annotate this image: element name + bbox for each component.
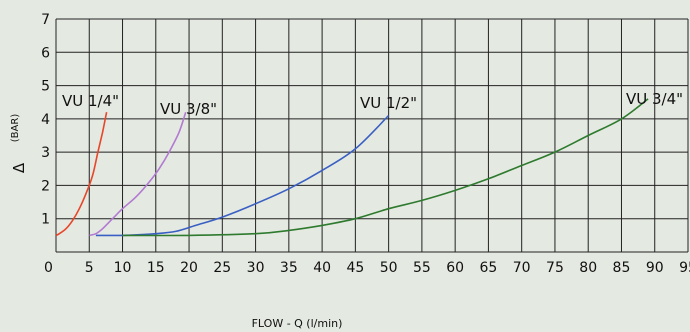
series-line — [55, 112, 108, 237]
x-tick-label: 55 — [413, 260, 431, 276]
x-tick-label: 40 — [313, 260, 331, 276]
series-label: VU 3/4" — [626, 90, 683, 108]
x-tick-label: 60 — [446, 260, 464, 276]
x-tick-label: 75 — [546, 260, 564, 276]
x-tick-label: 25 — [213, 260, 231, 276]
x-tick-label: 80 — [579, 260, 597, 276]
y-tick-label: 5 — [41, 79, 50, 95]
y-tick-label: 2 — [41, 178, 50, 194]
series-label: VU 1/2" — [360, 94, 417, 112]
y-axis-symbol: Δ — [10, 162, 28, 173]
x-axis-title: FLOW - Q (l/min) — [252, 317, 343, 330]
x-tick-label: 15 — [147, 260, 165, 276]
x-tick-label: 50 — [380, 260, 398, 276]
x-tick-label: 95 — [679, 260, 690, 276]
x-tick-label: 90 — [646, 260, 664, 276]
x-tick-label: 10 — [114, 260, 132, 276]
series-line — [95, 114, 390, 237]
tick-labels: 0510152025303540455055606570758085909512… — [41, 12, 690, 276]
series-lines — [55, 98, 649, 237]
x-tick-label: 70 — [513, 260, 531, 276]
grid — [55, 18, 689, 253]
y-tick-label: 7 — [41, 12, 50, 28]
x-tick-label: 45 — [346, 260, 364, 276]
y-tick-label: 1 — [41, 212, 50, 228]
y-axis-title: Δ (BAR) — [10, 114, 28, 173]
series-line — [89, 111, 187, 237]
series-label: VU 1/4" — [62, 92, 119, 110]
series-line — [122, 98, 649, 237]
y-tick-label: 3 — [41, 145, 50, 161]
series-label: VU 3/8" — [160, 100, 217, 118]
x-tick-label: 0 — [44, 260, 53, 276]
x-tick-label: 85 — [613, 260, 631, 276]
series-labels: VU 1/4" VU 3/8" VU 1/2" VU 3/4" — [62, 90, 683, 118]
y-tick-label: 6 — [41, 45, 50, 61]
x-tick-label: 35 — [280, 260, 298, 276]
y-axis-unit: (BAR) — [10, 114, 21, 143]
x-tick-label: 65 — [480, 260, 498, 276]
x-tick-label: 30 — [247, 260, 265, 276]
y-tick-label: 4 — [41, 112, 50, 128]
x-tick-label: 5 — [85, 260, 94, 276]
x-tick-label: 20 — [180, 260, 198, 276]
